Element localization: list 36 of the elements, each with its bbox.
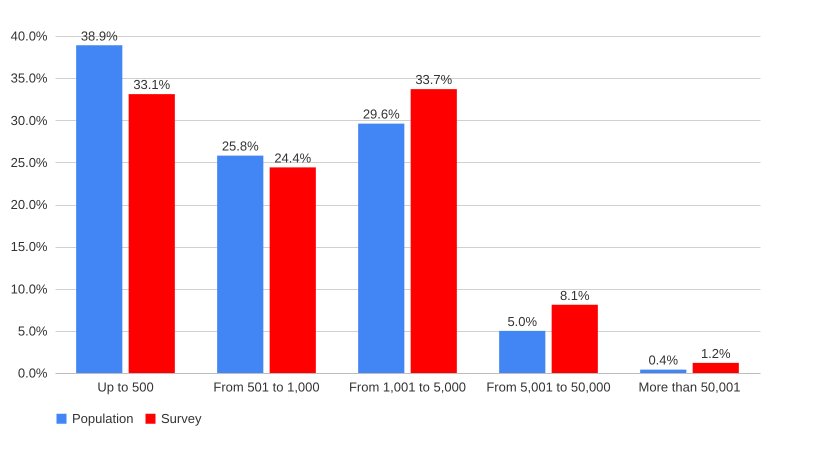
bar bbox=[217, 156, 264, 373]
data-label: 38.9% bbox=[80, 28, 118, 44]
x-tick-label: Up to 500 bbox=[97, 380, 154, 394]
y-tick-label: 20.0% bbox=[10, 197, 48, 212]
y-tick-label: 40.0% bbox=[10, 28, 48, 44]
legend-label: Population bbox=[72, 410, 134, 426]
bar bbox=[692, 362, 739, 373]
y-tick-label: 15.0% bbox=[10, 239, 48, 254]
bar bbox=[76, 45, 122, 373]
x-tick-label: More than 50,001 bbox=[638, 380, 740, 394]
data-label: 5.0% bbox=[507, 314, 538, 329]
bar bbox=[270, 167, 316, 373]
legend-label: Survey bbox=[161, 410, 202, 426]
y-tick-label: 25.0% bbox=[10, 154, 48, 170]
y-tick-label: 35.0% bbox=[10, 70, 48, 86]
data-label: 25.8% bbox=[222, 138, 260, 154]
bar bbox=[499, 330, 546, 373]
data-label: 0.4% bbox=[648, 352, 678, 368]
data-label: 8.1% bbox=[560, 288, 590, 303]
data-label: 33.1% bbox=[133, 77, 171, 92]
data-label: 33.7% bbox=[415, 72, 453, 88]
bar bbox=[358, 124, 404, 373]
y-tick-label: 10.0% bbox=[10, 281, 48, 296]
bar bbox=[552, 304, 598, 373]
data-label: 24.4% bbox=[274, 150, 312, 166]
y-tick-label: 30.0% bbox=[10, 112, 48, 128]
bar bbox=[410, 89, 457, 373]
data-label: 1.2% bbox=[700, 346, 731, 361]
bar bbox=[640, 370, 686, 373]
data-label: 29.6% bbox=[362, 106, 400, 122]
x-tick-label: From 5,001 to 50,000 bbox=[486, 380, 611, 394]
y-tick-label: 5.0% bbox=[18, 323, 48, 338]
y-tick-label: 0.0% bbox=[18, 366, 48, 380]
x-tick-label: From 1,001 to 5,000 bbox=[348, 380, 466, 394]
bar bbox=[128, 94, 175, 373]
x-tick-label: From 501 to 1,000 bbox=[213, 380, 320, 394]
